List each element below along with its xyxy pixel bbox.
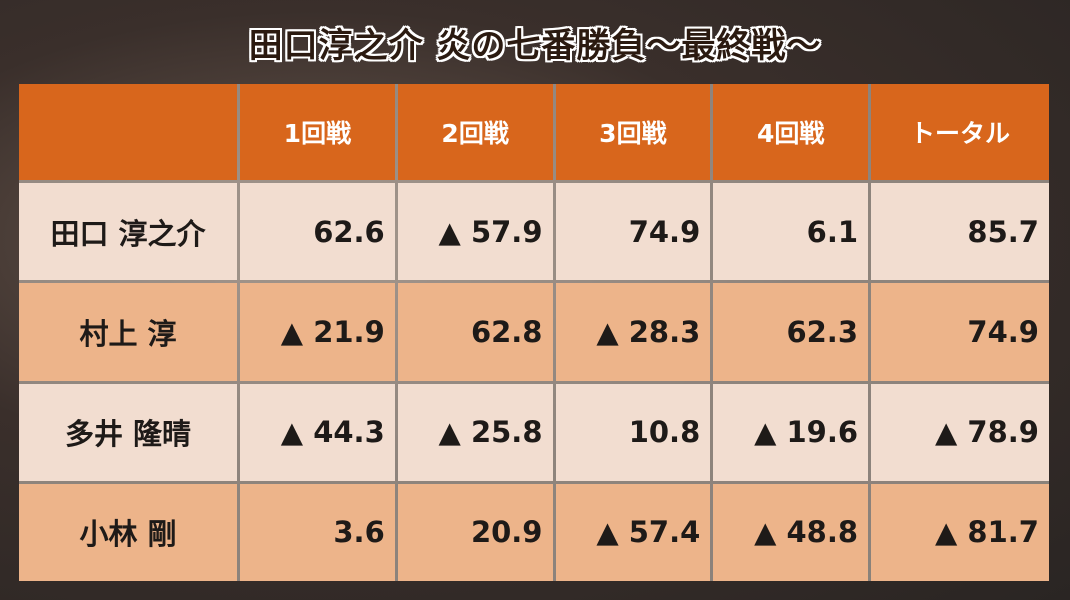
column-header: 2回戦 — [397, 84, 553, 180]
player-name: 小林 剛 — [19, 483, 237, 581]
score-cell: 74.9 — [555, 183, 711, 281]
score-cell: ▲ 28.3 — [555, 283, 711, 381]
score-cell: 3.6 — [240, 483, 395, 581]
score-cell: 62.6 — [240, 183, 395, 281]
score-cell: ▲ 57.9 — [397, 183, 553, 281]
score-cell: 10.8 — [555, 383, 711, 481]
score-cell: 62.3 — [713, 283, 869, 381]
score-cell: 85.7 — [871, 183, 1049, 281]
score-cell: 74.9 — [871, 283, 1049, 381]
score-cell: ▲ 57.4 — [555, 483, 711, 581]
score-cell: ▲ 81.7 — [871, 483, 1049, 581]
score-cell: ▲ 48.8 — [713, 483, 869, 581]
score-table: 1回戦 2回戦 3回戦 4回戦 トータル 田口 淳之介 62.6 ▲ 57.9 74.9 6.1 8… — [19, 84, 1049, 581]
score-cell: 20.9 — [397, 483, 553, 581]
player-name: 多井 隆晴 — [19, 383, 237, 481]
score-cell: ▲ 19.6 — [713, 383, 869, 481]
column-header: 1回戦 — [240, 84, 395, 180]
score-cell: ▲ 44.3 — [240, 383, 395, 481]
header-corner — [19, 84, 237, 180]
player-name: 田口 淳之介 — [19, 183, 237, 281]
title: 田口淳之介 炎の七番勝負〜最終戦〜 — [248, 26, 822, 66]
score-cell: 62.8 — [397, 283, 553, 381]
score-cell: 6.1 — [713, 183, 869, 281]
score-cell: ▲ 78.9 — [871, 383, 1049, 481]
score-cell: ▲ 25.8 — [397, 383, 553, 481]
column-header: 4回戦 — [713, 84, 869, 180]
score-cell: ▲ 21.9 — [240, 283, 395, 381]
column-header: 3回戦 — [555, 84, 711, 180]
column-header: トータル — [871, 84, 1049, 180]
player-name: 村上 淳 — [19, 283, 237, 381]
